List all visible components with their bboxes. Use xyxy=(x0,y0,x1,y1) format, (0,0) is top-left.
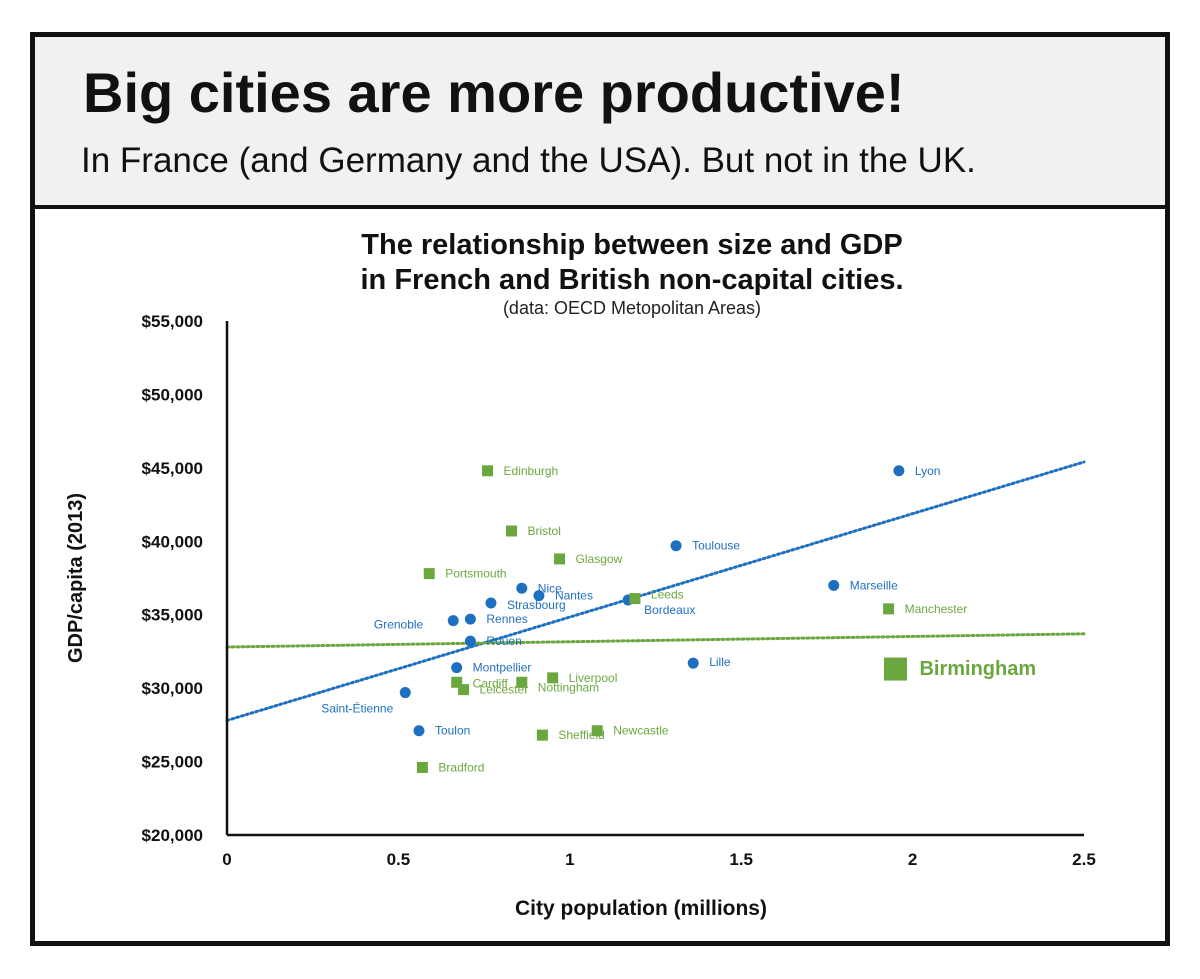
trendlines xyxy=(225,460,1086,722)
uk-point xyxy=(482,465,494,477)
uk-trendline xyxy=(225,632,1086,649)
france-point-label: Bordeaux xyxy=(644,603,695,617)
uk-point xyxy=(547,672,559,684)
subheadline: In France (and Germany and the USA). But… xyxy=(81,141,976,180)
france-point xyxy=(893,465,905,477)
uk-point xyxy=(629,593,641,605)
uk-point-label: Bradford xyxy=(438,760,484,774)
uk-point xyxy=(516,676,528,688)
chart-title-line2: in French and British non-capital cities… xyxy=(360,264,903,296)
france-point-label: Rouen xyxy=(486,634,521,648)
uk-point-label: Manchester xyxy=(905,602,968,616)
france-point-label: Rennes xyxy=(486,612,527,626)
uk-point-label: Nottingham xyxy=(538,680,599,694)
france-point-label: Nice xyxy=(538,581,562,595)
uk-point xyxy=(506,525,518,537)
france-point-label: Grenoble xyxy=(374,618,424,632)
x-tick-label: 0.5 xyxy=(387,850,411,869)
uk-point-label: Birmingham xyxy=(919,658,1036,680)
headline: Big cities are more productive! xyxy=(83,61,905,124)
france-trendline xyxy=(225,460,1086,722)
y-tick-label: $30,000 xyxy=(142,679,203,698)
y-tick-label: $25,000 xyxy=(142,753,203,772)
france-point xyxy=(451,662,463,674)
y-tick-label: $20,000 xyxy=(142,826,203,845)
france-point xyxy=(464,613,476,625)
uk-point-label: Leeds xyxy=(651,588,684,602)
france-point-label: Saint-Étienne xyxy=(321,701,393,716)
uk-point-label: Portsmouth xyxy=(445,567,506,581)
x-tick-label: 2 xyxy=(908,850,917,869)
uk-point-label: Sheffield xyxy=(558,728,604,742)
uk-point-label: Leicester xyxy=(480,683,529,697)
france-point xyxy=(485,597,497,609)
x-tick-label: 1.5 xyxy=(729,850,753,869)
uk-point-label: Edinburgh xyxy=(504,464,559,478)
axes: $20,000 $25,000 $30,000 $35,000 $40,000 $45,0… xyxy=(142,312,1096,869)
uk-point-label: Glasgow xyxy=(576,552,623,566)
y-tick-label: $50,000 xyxy=(142,385,203,404)
uk-point xyxy=(883,603,895,615)
france-point-label: Nantes xyxy=(555,589,593,603)
france-point xyxy=(533,590,545,602)
uk-point-label: Liverpool xyxy=(569,671,618,685)
uk-point xyxy=(536,729,548,741)
chart-title-line1: The relationship between size and GDP xyxy=(361,229,902,261)
france-point xyxy=(413,725,425,737)
france-point-label: Lyon xyxy=(915,464,941,478)
uk-point xyxy=(554,553,566,565)
france-point xyxy=(516,582,528,594)
uk-point xyxy=(423,568,435,580)
france-point-label: Toulon xyxy=(435,724,470,738)
france-point xyxy=(464,635,476,647)
uk-point xyxy=(883,657,907,681)
uk-point-label: Bristol xyxy=(528,524,561,538)
y-tick-label: $40,000 xyxy=(142,532,203,551)
header-banner: Big cities are more productive! In Franc… xyxy=(35,37,1165,209)
chart-source-note: (data: OECD Metopolitan Areas) xyxy=(503,298,761,318)
france-point xyxy=(670,540,682,552)
france-point-label: Marseille xyxy=(850,578,898,592)
france-point-label: Lille xyxy=(709,655,731,669)
france-point-label: Montpellier xyxy=(473,661,532,675)
x-tick-label: 2.5 xyxy=(1072,850,1096,869)
france-point xyxy=(687,657,699,669)
y-axis-label: GDP/capita (2013) xyxy=(65,493,87,663)
uk-point xyxy=(591,725,603,737)
uk-point-label: Newcastle xyxy=(613,724,669,738)
france-point xyxy=(447,615,459,627)
uk-point xyxy=(451,676,463,688)
y-tick-label: $55,000 xyxy=(142,312,203,331)
x-tick-label: 1 xyxy=(565,850,574,869)
uk-point xyxy=(416,761,428,773)
uk-point xyxy=(458,684,470,696)
france-point-label: Toulouse xyxy=(692,539,740,553)
france-point xyxy=(399,687,411,699)
x-tick-label: 0 xyxy=(222,850,231,869)
y-tick-label: $35,000 xyxy=(142,606,203,625)
france-point xyxy=(828,579,840,591)
x-axis-label: City population (millions) xyxy=(515,897,767,920)
uk-point-label: Cardiff xyxy=(473,676,509,690)
france-point-label: Strasbourg xyxy=(507,598,566,612)
chart-frame: Big cities are more productive! In Franc… xyxy=(30,32,1170,946)
y-tick-label: $45,000 xyxy=(142,459,203,478)
